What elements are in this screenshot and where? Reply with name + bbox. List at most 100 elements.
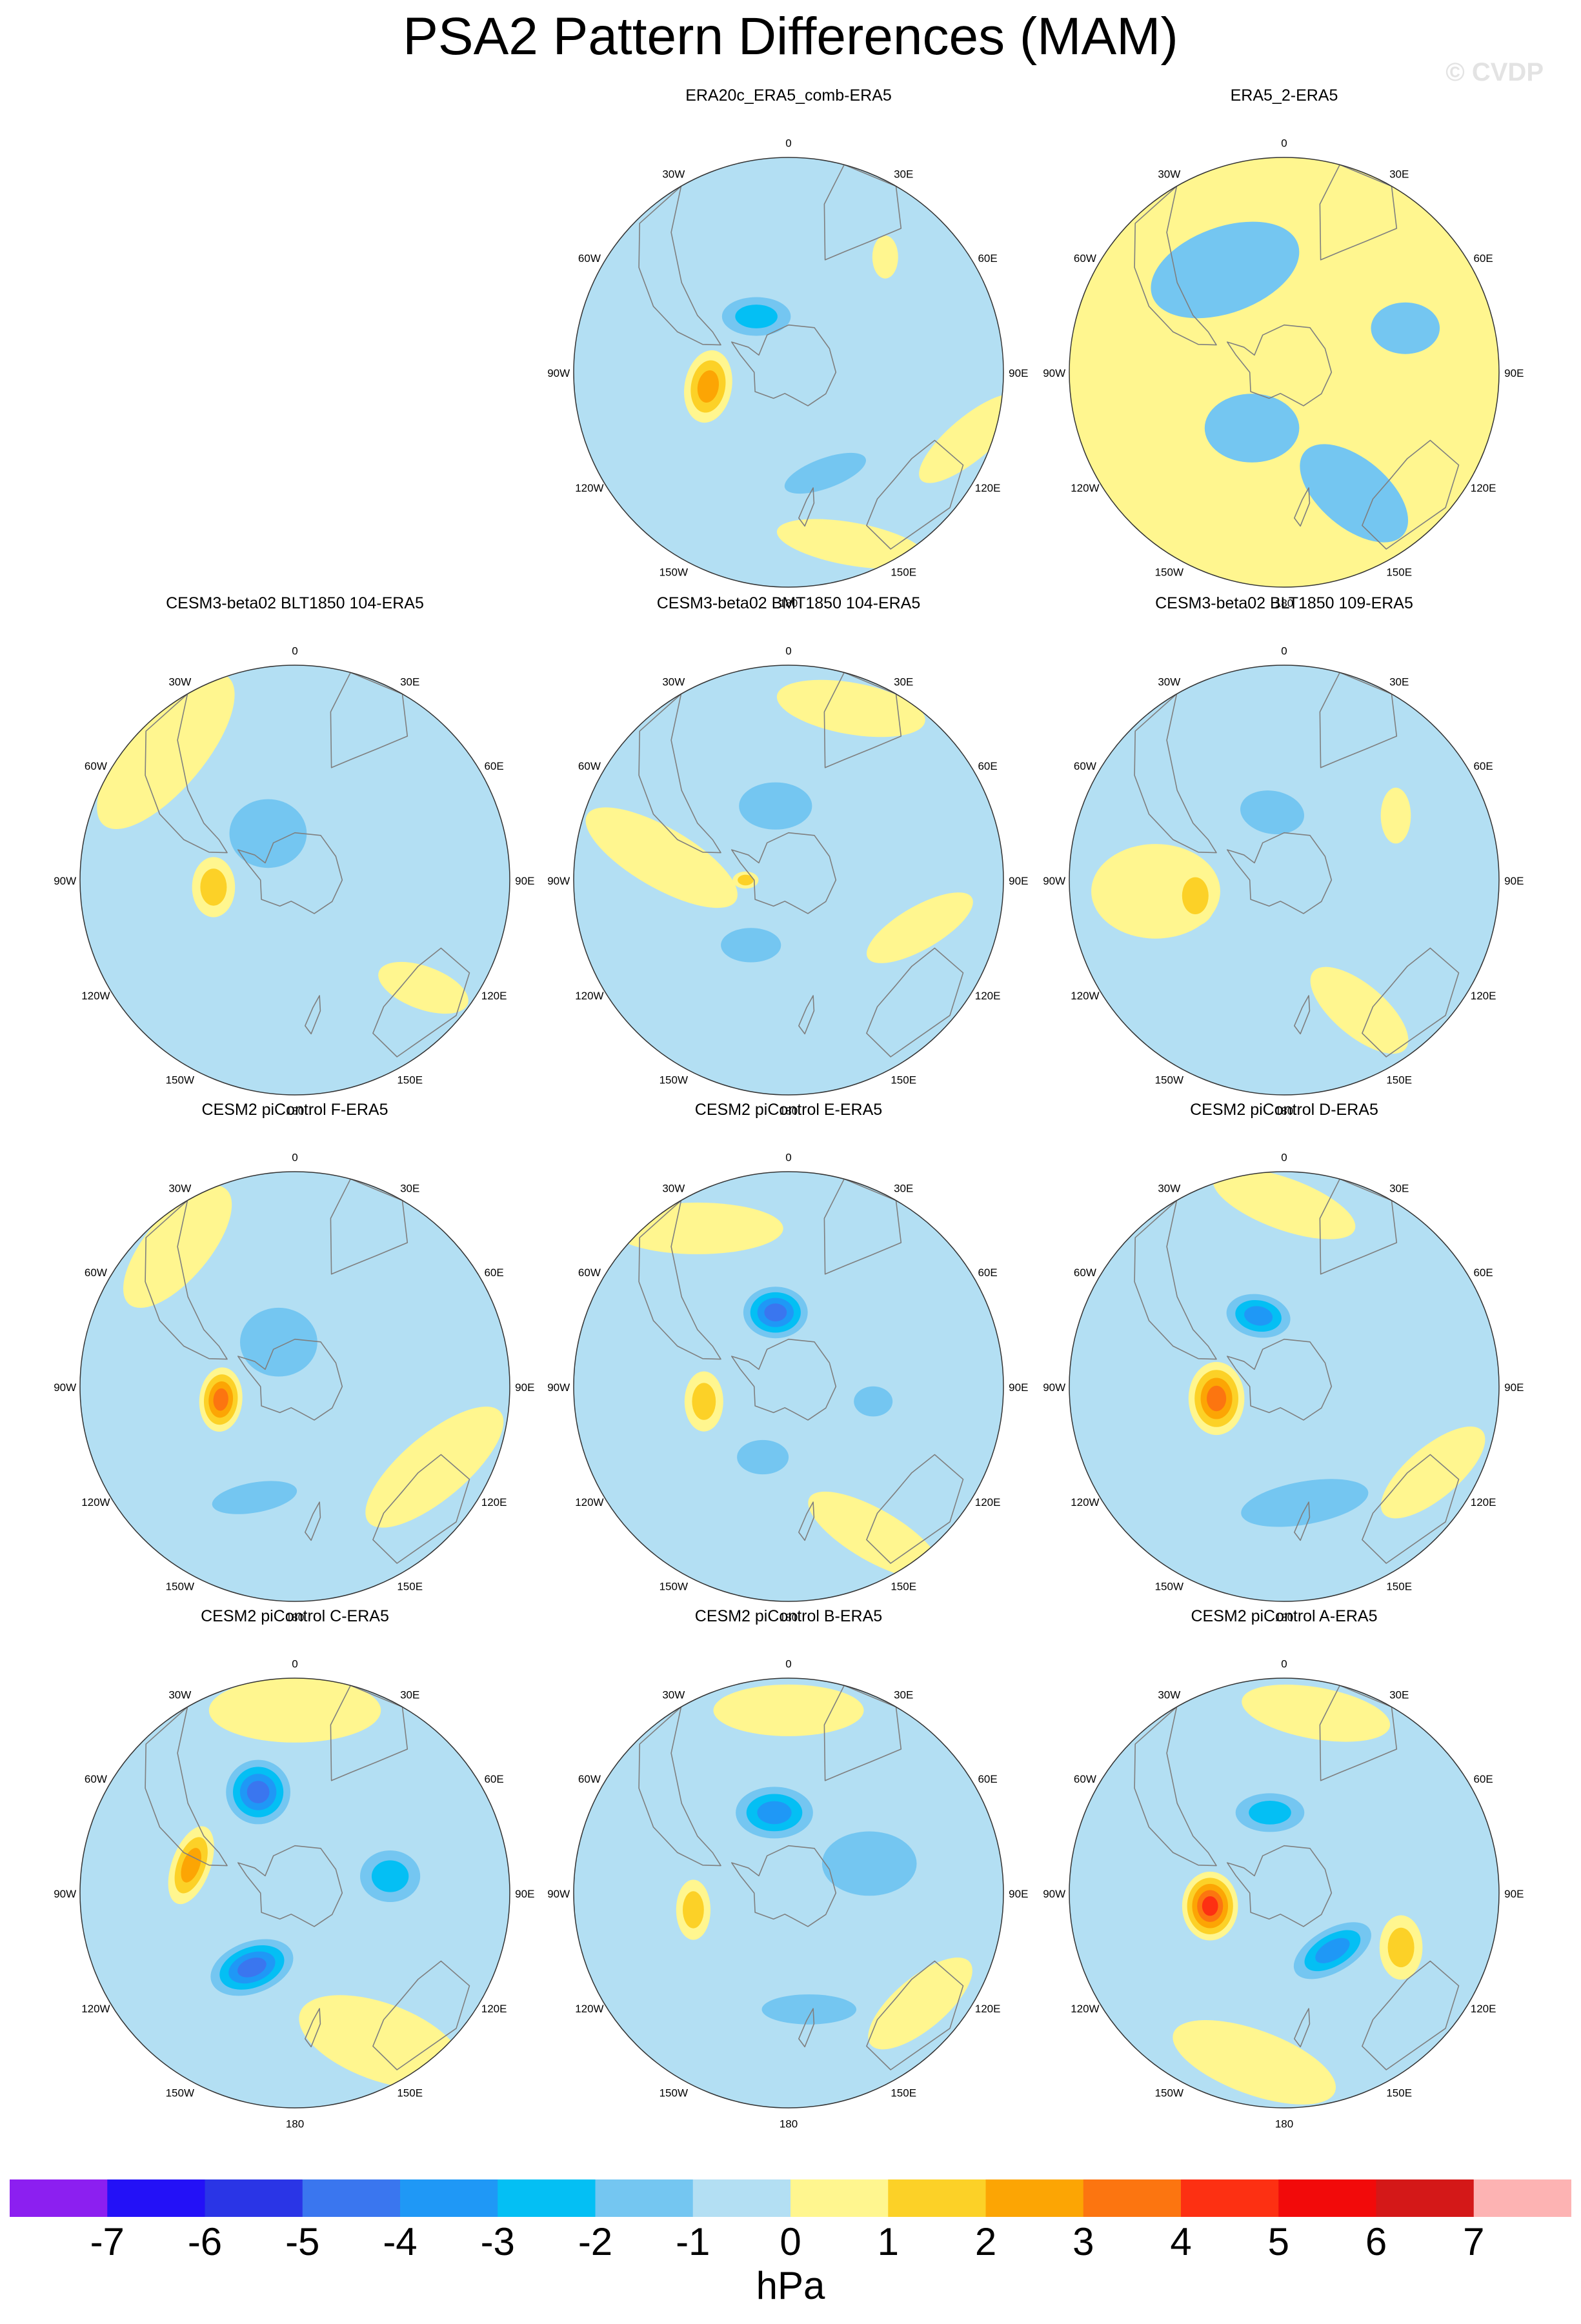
coastline: [798, 995, 815, 1035]
colorbar-tick-label: 6: [1365, 2220, 1387, 2263]
coastline: [237, 1845, 343, 1927]
anomaly-contour: [1204, 394, 1300, 463]
longitude-label: 150W: [1155, 2087, 1183, 2099]
background-shade: [1069, 157, 1499, 587]
anomaly-contour: [1249, 1801, 1291, 1825]
anomaly-contour: [1241, 1479, 1369, 1527]
anomaly-contour: [919, 394, 1003, 483]
longitude-label: 60W: [85, 760, 107, 772]
map-panel: CESM2 piControl F-ERA5 0 30E 60E 90E 120E 150E…: [22, 1101, 568, 1672]
colorbar-swatch: [1278, 2179, 1376, 2217]
longitude-label: 150W: [660, 1074, 688, 1087]
anomaly-contour: [1380, 787, 1411, 844]
coastline: [731, 832, 837, 914]
polar-map: 0 30E 60E 90E 120E 150E 180 150W 120W 90W 60W 30W: [1043, 1152, 1524, 1624]
longitude-label: 60W: [578, 252, 601, 265]
coastline: [1362, 947, 1460, 1057]
longitude-label: 60W: [1074, 760, 1096, 772]
map-border: [573, 1171, 1004, 1602]
longitude-label: 60W: [578, 1267, 601, 1279]
coastline: [1294, 487, 1311, 527]
coastline: [145, 693, 228, 854]
longitude-label: 90E: [1504, 875, 1524, 887]
anomaly-contour: [761, 1994, 857, 2025]
coastline: [866, 947, 964, 1057]
longitude-label: 0: [785, 137, 791, 150]
longitude-label: 120E: [481, 990, 507, 1002]
map-border: [573, 1678, 1004, 2109]
colorbar-tick-label: -6: [187, 2220, 223, 2263]
coastline: [823, 1685, 902, 1781]
longitude-label: 60E: [1473, 252, 1493, 265]
polar-map: 0 30E 60E 90E 120E 150E 180 150W 120W 90W 60W 30W: [547, 1152, 1028, 1624]
panel-title: CESM2 piControl A-ERA5: [1191, 1607, 1378, 1625]
longitude-label: 150W: [660, 1581, 688, 1593]
longitude-label: 90E: [1504, 367, 1524, 379]
panel-title: ERA5_2-ERA5: [1230, 86, 1338, 105]
coastline: [731, 324, 837, 406]
colorbar-swatch: [400, 2179, 498, 2217]
longitude-label: 150W: [660, 566, 688, 579]
longitude-label: 90W: [547, 875, 570, 887]
map-panel: ERA20c_ERA5_comb-ERA5 0 30E 60E 90E 120E 150E 1…: [516, 86, 1062, 658]
longitude-label: 90W: [1043, 1381, 1065, 1394]
anomaly-contour: [854, 1386, 893, 1417]
coastline: [866, 1454, 964, 1564]
coastline: [1134, 693, 1217, 854]
colorbar-tick-label: 1: [877, 2220, 899, 2263]
anomaly-contour: [683, 1891, 704, 1928]
anomaly-contour: [1240, 790, 1304, 835]
anomaly-contour: [776, 519, 925, 569]
anomaly-contour: [1300, 444, 1409, 543]
map-panel: CESM2 piControl D-ERA5 0 30E 60E 90E 120E 150E…: [1011, 1101, 1557, 1672]
longitude-label: 30W: [662, 676, 685, 688]
colorbar-tick-label: 5: [1267, 2220, 1289, 2263]
longitude-label: 60E: [1473, 760, 1493, 772]
longitude-label: 90W: [1043, 367, 1065, 379]
longitude-label: 0: [785, 645, 791, 657]
longitude-label: 150E: [397, 1074, 423, 1087]
coastline: [237, 832, 343, 914]
colorbar-tick-label: -4: [383, 2220, 418, 2263]
polar-map: 0 30E 60E 90E 120E 150E 180 150W 120W 90W 60W 30W: [1043, 137, 1524, 610]
longitude-label: 150E: [1386, 566, 1412, 579]
longitude-label: 90E: [1504, 1888, 1524, 1900]
coastline: [1319, 672, 1398, 768]
colorbar-swatch: [1376, 2179, 1475, 2217]
colorbar-tick-label: -3: [480, 2220, 515, 2263]
anomaly-contour: [1202, 1896, 1218, 1916]
longitude-label: 30E: [894, 676, 913, 688]
longitude-label: 90E: [1009, 1888, 1028, 1900]
longitude-label: 0: [785, 1658, 791, 1670]
longitude-label: 180: [286, 2118, 304, 2130]
panel-title: CESM3-beta02 BMT1850 104-ERA5: [656, 594, 921, 612]
anomaly-contour: [212, 1481, 297, 1514]
colorbar-swatch: [692, 2179, 791, 2217]
longitude-label: 90W: [547, 367, 570, 379]
longitude-label: 30W: [662, 168, 685, 180]
longitude-label: 60W: [1074, 252, 1096, 265]
polar-map: 0 30E 60E 90E 120E 150E 180 150W 120W 90W 60W 30W: [547, 645, 1028, 1117]
longitude-label: 150E: [891, 1581, 916, 1593]
anomaly-contour: [1380, 1427, 1485, 1519]
panel-title: ERA20c_ERA5_comb-ERA5: [685, 86, 892, 105]
anomaly-contour: [247, 1781, 270, 1803]
anomaly-contour: [237, 1958, 267, 1978]
anomaly-contour: [784, 452, 866, 494]
map-border: [1069, 1171, 1500, 1602]
colorbar-swatch: [790, 2179, 889, 2217]
longitude-label: 120W: [1071, 482, 1099, 494]
background-shade: [1069, 1172, 1499, 1601]
anomaly-contour: [1310, 967, 1409, 1054]
coastline: [305, 1501, 321, 1541]
longitude-label: 30W: [662, 1688, 685, 1701]
longitude-label: 120E: [975, 990, 1001, 1002]
anomaly-contour: [868, 1958, 972, 2050]
map-border: [1069, 157, 1500, 588]
longitude-label: 60W: [1074, 1773, 1096, 1785]
longitude-label: 120W: [575, 1496, 603, 1508]
colorbar-tick-label: 7: [1463, 2220, 1485, 2263]
longitude-label: 120W: [81, 990, 110, 1002]
longitude-label: 150E: [891, 566, 916, 579]
longitude-label: 0: [1281, 1658, 1287, 1670]
